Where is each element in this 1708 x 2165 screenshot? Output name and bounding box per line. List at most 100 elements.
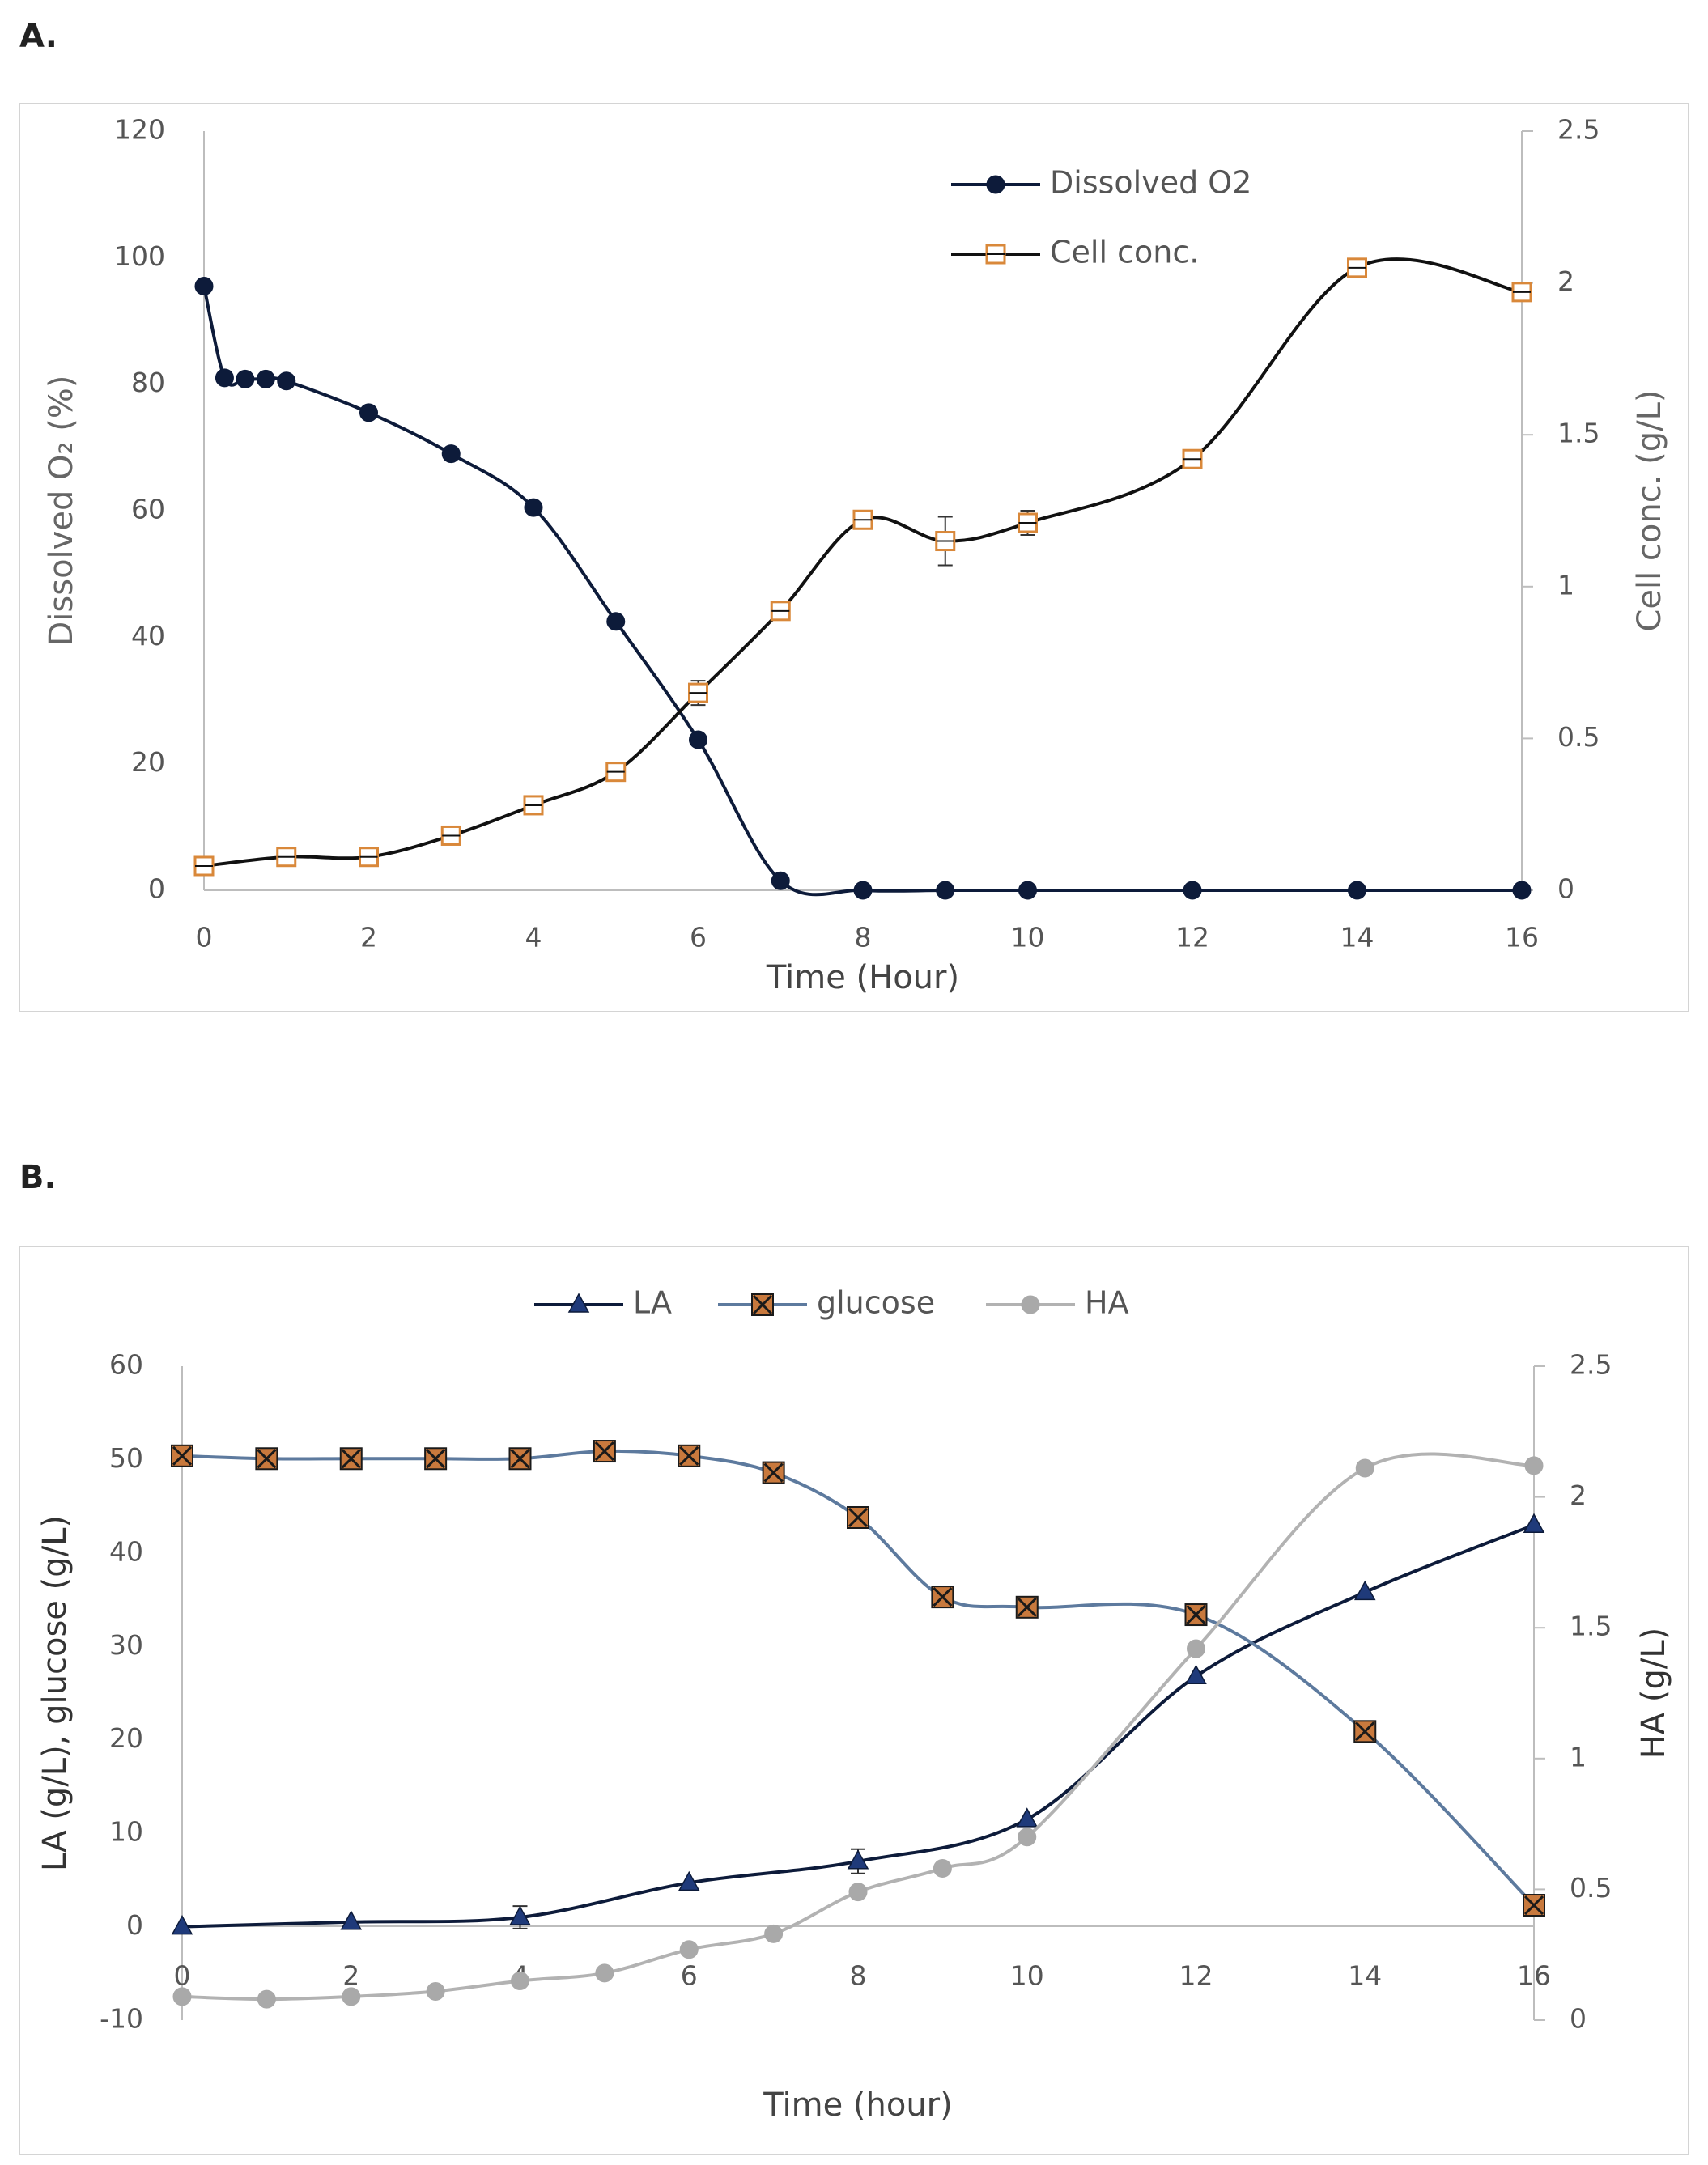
x-axis-title: Time (hour) xyxy=(763,2086,952,2124)
data-point-glucose-cross xyxy=(172,1445,193,1466)
data-point-glucose-cross xyxy=(1523,1895,1544,1916)
data-point-la xyxy=(1353,1580,1376,1601)
data-point-ha xyxy=(257,1989,276,2009)
y-tick-label: 40 xyxy=(109,1535,143,1567)
y2-tick-label: 0 xyxy=(1570,2003,1587,2035)
data-point-glucose-cross xyxy=(257,1449,277,1469)
data-point-dissolved-o2 xyxy=(256,369,275,388)
data-point-ha xyxy=(764,1924,784,1943)
y-tick-label: 20 xyxy=(109,1722,143,1754)
legend-marker xyxy=(986,175,1005,194)
y-tick-label: 10 xyxy=(109,1816,143,1848)
x-tick-label: 8 xyxy=(855,922,872,953)
x-tick-label: 16 xyxy=(1517,1960,1551,1992)
data-point-dissolved-o2 xyxy=(1183,881,1202,900)
data-point-dissolved-o2 xyxy=(441,444,461,464)
data-point-la xyxy=(171,1915,193,1935)
legend-label: glucose xyxy=(817,1285,935,1321)
data-point-ha xyxy=(595,1963,614,1983)
data-point-glucose-cross xyxy=(594,1441,614,1462)
data-point-dissolved-o2 xyxy=(277,371,296,391)
data-point-glucose-cross xyxy=(426,1449,446,1469)
chart-a: 0 20 40 60 80 100 120 0 0.5 1 1.5 2 2.5 0 2 4 6 8 10 12 14 16… xyxy=(43,114,1668,997)
data-point-ha xyxy=(848,1883,868,1902)
data-point-glucose-cross xyxy=(510,1449,530,1469)
data-point-dissolved-o2 xyxy=(236,369,255,388)
series-line-ha xyxy=(181,1452,1535,2002)
legend-label: HA xyxy=(1085,1285,1129,1321)
legend-marker-cross xyxy=(752,1294,773,1315)
y2-axis-title: HA (g/L) xyxy=(1635,1628,1672,1760)
series-line-dissolved-o2 xyxy=(202,286,1522,897)
panel-a-label: A. xyxy=(19,18,57,55)
data-point-glucose-cross xyxy=(933,1587,953,1607)
x-tick-label: 6 xyxy=(681,1960,698,1992)
y-tick-label: 60 xyxy=(109,1349,143,1381)
x-tick-label: 2 xyxy=(342,1960,359,1992)
legend-label: Cell conc. xyxy=(1050,235,1199,270)
chart-b: -10010203040506000.511.522.5024681012141… xyxy=(36,1285,1672,2125)
y2-tick-label: 2 xyxy=(1570,1479,1587,1511)
x-axis-title: Time (Hour) xyxy=(766,959,959,996)
panel-b-label: B. xyxy=(19,1159,57,1196)
data-point-dissolved-o2 xyxy=(1348,881,1366,900)
y2-tick-label: 0.5 xyxy=(1557,721,1600,753)
data-point-ha xyxy=(1018,1828,1037,1847)
y2-tick-label: 1.5 xyxy=(1557,418,1600,449)
data-point-dissolved-o2 xyxy=(936,881,955,900)
data-point-dissolved-o2 xyxy=(1018,881,1037,900)
y-tick-label: -10 xyxy=(100,2003,143,2035)
y-axis-title: Dissolved O₂ (%) xyxy=(43,375,80,646)
data-point-ha xyxy=(342,1987,361,2006)
x-tick-label: 0 xyxy=(174,1960,191,1992)
data-point-la xyxy=(340,1910,363,1930)
y2-tick-label: 1 xyxy=(1570,1741,1587,1772)
x-tick-label: 2 xyxy=(360,922,377,953)
y-axis-title: LA (g/L), glucose (g/L) xyxy=(36,1515,74,1871)
data-point-la xyxy=(1016,1807,1039,1828)
data-point-glucose-cross xyxy=(848,1507,869,1528)
y2-tick-label: 0 xyxy=(1557,873,1574,905)
y2-tick-label: 2.5 xyxy=(1557,114,1600,146)
y-tick-label: 120 xyxy=(114,114,165,146)
y2-axis-title: Cell conc. (g/L) xyxy=(1631,389,1668,631)
data-point-dissolved-o2 xyxy=(606,612,626,631)
y-tick-label: 80 xyxy=(131,367,165,398)
y2-tick-label: 1.5 xyxy=(1570,1611,1612,1642)
y2-tick-label: 2.5 xyxy=(1570,1349,1612,1381)
y-tick-label: 20 xyxy=(131,746,165,778)
data-point-dissolved-o2 xyxy=(771,871,790,890)
data-point-glucose-cross xyxy=(1355,1721,1375,1742)
y2-tick-label: 1 xyxy=(1557,569,1574,601)
x-tick-label: 14 xyxy=(1340,922,1374,953)
data-point-dissolved-o2 xyxy=(853,881,873,900)
y2-tick-label: 0.5 xyxy=(1570,1872,1612,1904)
series-line-glucose xyxy=(181,1449,1536,1907)
x-tick-label: 6 xyxy=(690,922,707,953)
data-point-ha xyxy=(933,1859,952,1878)
chart-b-frame xyxy=(19,1246,1689,2155)
data-point-la xyxy=(509,1905,531,1925)
x-tick-label: 10 xyxy=(1011,922,1045,953)
data-point-dissolved-o2 xyxy=(359,403,378,422)
data-point-la xyxy=(678,1870,700,1891)
legend-marker xyxy=(1021,1295,1040,1314)
data-point-dissolved-o2 xyxy=(194,277,214,296)
legend-label: LA xyxy=(633,1285,672,1321)
y-tick-label: 50 xyxy=(109,1442,143,1474)
series-line-cell-conc. xyxy=(203,257,1523,868)
legend-marker xyxy=(567,1293,590,1313)
data-point-glucose-cross xyxy=(1186,1604,1206,1625)
y-tick-label: 0 xyxy=(148,873,165,905)
data-point-glucose-cross xyxy=(763,1462,784,1483)
data-point-la xyxy=(1185,1664,1207,1684)
y-tick-label: 0 xyxy=(126,1909,143,1941)
y-tick-label: 100 xyxy=(114,240,165,272)
data-point-ha xyxy=(426,1981,445,2001)
data-point-ha xyxy=(172,1987,192,2006)
data-point-dissolved-o2 xyxy=(524,498,543,517)
data-point-dissolved-o2 xyxy=(689,730,707,749)
data-point-glucose-cross xyxy=(1017,1597,1037,1617)
x-tick-label: 0 xyxy=(196,922,213,953)
